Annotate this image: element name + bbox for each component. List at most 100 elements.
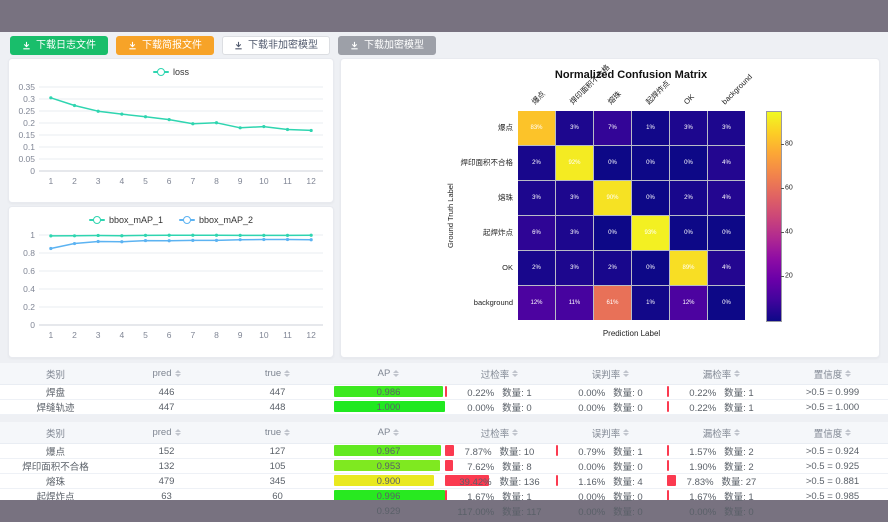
rate-text: 1.67% 数量: 1 — [467, 492, 532, 503]
heatmap-cell: 7% — [594, 111, 631, 145]
heatmap-cell: 2% — [670, 181, 707, 215]
sort-carets-icon[interactable] — [845, 429, 852, 436]
sort-carets-icon[interactable] — [393, 429, 400, 436]
rate-bar — [445, 475, 489, 486]
col-header-miss[interactable]: 漏检率 — [666, 422, 777, 444]
sort-carets-icon[interactable] — [174, 429, 181, 436]
colorbar-tick-label: 40 — [785, 228, 793, 236]
true-cell: 448 — [222, 399, 333, 415]
rate-text: 7.62% 数量: 8 — [467, 462, 532, 473]
col-header-over[interactable]: 过检率 — [444, 363, 555, 385]
class-cell: 焊盘 — [0, 384, 111, 400]
rate-text: 7.83% 数量: 27 — [686, 477, 757, 488]
download-log-button[interactable]: 下载日志文件 — [10, 36, 108, 55]
rate-text: 0.22% 数量: 1 — [467, 388, 532, 399]
loss-line-chart: 00.050.10.150.20.250.30.351 2 3 4 5 6 7 8 9 10 11 1… — [18, 82, 323, 186]
heatmap-cell: 3% — [556, 111, 593, 145]
svg-text:7: 7 — [190, 176, 195, 186]
button-label: 下载日志文件 — [36, 39, 96, 51]
sort-carets-icon[interactable] — [284, 370, 291, 377]
heatmap-col-label: 熔珠 — [605, 89, 623, 107]
sort-carets-icon[interactable] — [393, 370, 400, 377]
svg-text:0.15: 0.15 — [18, 130, 35, 140]
col-header-pred[interactable]: pred — [111, 422, 222, 444]
col-header-label: 过检率 — [480, 428, 510, 440]
col-header-true[interactable]: true — [222, 363, 333, 385]
legend-item-bbox-map-2[interactable]: bbox_mAP_2 — [179, 215, 253, 225]
svg-text:0.05: 0.05 — [18, 154, 35, 164]
confidence-cell: >0.5 = 0.924 — [777, 443, 888, 459]
svg-text:10: 10 — [259, 330, 269, 340]
svg-text:11: 11 — [283, 176, 292, 186]
svg-text:3: 3 — [96, 176, 101, 186]
colorbar — [766, 111, 782, 322]
col-header-label: 误判率 — [591, 428, 621, 440]
sort-carets-icon[interactable] — [174, 370, 181, 377]
heatmap-cell: 2% — [594, 251, 631, 285]
true-cell: 345 — [222, 473, 333, 489]
col-header-conf[interactable]: 置信度 — [777, 422, 888, 444]
heatmap-cell: 3% — [708, 111, 745, 145]
rate-bar — [445, 445, 454, 456]
legend-item-bbox-map-1[interactable]: bbox_mAP_1 — [88, 215, 163, 225]
col-header-label: true — [264, 427, 282, 438]
col-header-true[interactable]: true — [222, 422, 333, 444]
sort-carets-icon[interactable] — [623, 429, 630, 436]
confidence-cell: >0.5 = 0.999 — [777, 384, 888, 400]
download-report-button[interactable]: 下载简报文件 — [116, 36, 214, 55]
svg-text:12: 12 — [306, 330, 316, 340]
rate-text: 117.00% 数量: 117 — [457, 507, 542, 518]
sort-carets-icon[interactable] — [734, 370, 741, 377]
col-header-ap[interactable]: AP — [333, 422, 444, 444]
heatmap-cell: 0% — [670, 216, 707, 250]
col-header-over[interactable]: 过检率 — [444, 422, 555, 444]
col-header-miss[interactable]: 漏检率 — [666, 363, 777, 385]
table-row: 熔珠 479 345 0.900 39.42% 数量: 136 1.16% 数量: 4 7.… — [0, 473, 888, 489]
sort-carets-icon[interactable] — [623, 370, 630, 377]
col-header-mis[interactable]: 误判率 — [555, 422, 666, 444]
overdetect-cell: 0.22% 数量: 1 — [444, 384, 555, 400]
rate-bar — [667, 401, 669, 412]
rate-text: 0.22% 数量: 1 — [689, 388, 754, 399]
svg-text:0.1: 0.1 — [23, 142, 35, 152]
sort-carets-icon[interactable] — [512, 429, 519, 436]
sort-carets-icon[interactable] — [734, 429, 741, 436]
top-window-bar — [0, 0, 888, 32]
col-header-mis[interactable]: 误判率 — [555, 363, 666, 385]
pred-cell: 447 — [111, 399, 222, 415]
heatmap-cell: 0% — [632, 251, 669, 285]
heatmap-row-label: 焊印面积不合格 — [460, 158, 514, 167]
download-unencrypted-model-button[interactable]: 下载非加密模型 — [222, 36, 330, 55]
col-header-conf[interactable]: 置信度 — [777, 363, 888, 385]
sort-carets-icon[interactable] — [845, 370, 852, 377]
confidence-cell: >0.5 = 0.925 — [777, 458, 888, 474]
rate-text: 0.22% 数量: 1 — [689, 403, 754, 414]
heatmap-cell: 3% — [556, 216, 593, 250]
loss-chart-card: loss 0 0.05 0.1 0.15 0.2 0.25 0.3 0.35 1 2 3 4 5 6 7 8 9… — [8, 58, 334, 203]
rate-text: 0.00% 数量: 0 — [689, 507, 754, 518]
download-icon — [235, 41, 242, 50]
col-header-ap[interactable]: AP — [333, 363, 444, 385]
ap-bar — [334, 386, 444, 397]
sort-carets-icon[interactable] — [512, 370, 519, 377]
legend-item-loss[interactable]: loss — [152, 67, 189, 77]
col-header-pred[interactable]: pred — [111, 363, 222, 385]
heatmap-cell: 3% — [556, 181, 593, 215]
sort-carets-icon[interactable] — [284, 429, 291, 436]
svg-text:7: 7 — [190, 330, 195, 340]
pred-cell: 479 — [111, 473, 222, 489]
confusion-matrix-card: Normalized Confusion Matrix Ground Truth… — [340, 58, 880, 358]
bottom-window-bar — [0, 500, 888, 522]
svg-text:4: 4 — [119, 176, 124, 186]
button-label: 下载加密模型 — [364, 39, 424, 51]
button-label: 下载简报文件 — [142, 39, 202, 51]
table-divider — [0, 415, 888, 422]
class-cell: 焊印面积不合格 — [0, 458, 111, 474]
col-header-label: 漏检率 — [702, 369, 732, 381]
pred-cell: 152 — [111, 443, 222, 459]
heatmap-row-label: background — [473, 298, 513, 307]
heatmap-cell: 0% — [708, 216, 745, 250]
svg-text:5: 5 — [143, 330, 148, 340]
download-encrypted-model-button[interactable]: 下载加密模型 — [338, 36, 436, 55]
svg-text:11: 11 — [283, 330, 292, 340]
